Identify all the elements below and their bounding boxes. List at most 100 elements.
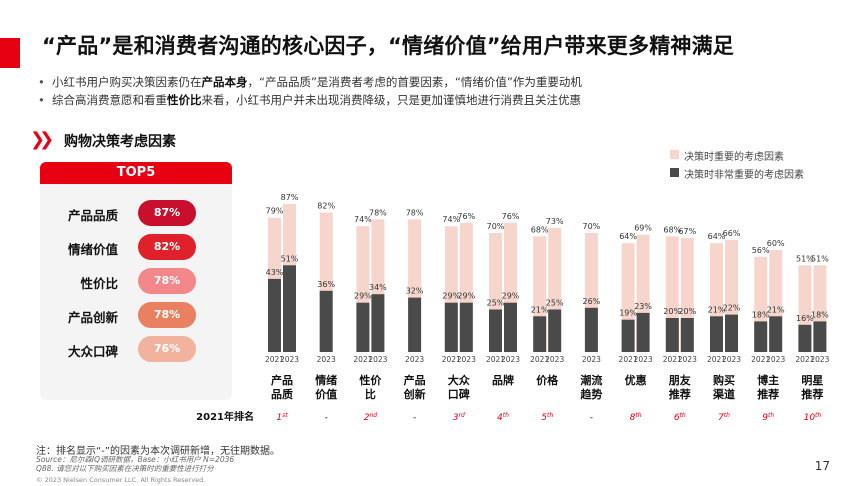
category-label: 潮流 [580, 373, 602, 387]
bullet-dot-icon: • [38, 93, 45, 107]
bullet-dot-icon: • [38, 75, 45, 89]
category-label: 大众 [448, 373, 471, 387]
bar-very-important [665, 318, 679, 352]
top5-value-4: 78% [138, 302, 196, 328]
category-label: 推荐 [669, 387, 691, 401]
bullet-1-text-a: 小红书用户购买决策因素仍在 [52, 75, 202, 89]
data-label-important: 68% [663, 225, 681, 234]
top5-label-1: 产品品质 [67, 208, 118, 223]
year-tick-label: 2023 [501, 355, 520, 364]
data-label-important: 68% [531, 225, 549, 234]
bar-very-important [408, 297, 422, 352]
data-label-important: 51% [811, 254, 829, 263]
data-label-important: 64% [708, 232, 726, 241]
year-tick-label: 2023 [722, 355, 741, 364]
year-tick-label: 2023 [582, 355, 601, 364]
bullet-1: • 小红书用户购买决策因素仍在产品本身，“产品品质”是消费者考虑的首要因素，“情绪… [38, 73, 582, 91]
bar-very-important [621, 319, 635, 352]
data-label-important: 79% [266, 207, 284, 216]
top5-value-5: 76% [138, 336, 196, 362]
data-label-important: 73% [546, 217, 564, 226]
top5-value-1: 87% [138, 200, 196, 226]
bar-very-important [769, 316, 783, 352]
data-label-very-important: 18% [811, 310, 829, 319]
year-tick-label: 2023 [810, 355, 829, 364]
year-tick-label: 2021 [663, 355, 682, 364]
bullet-2-bold: 性价比 [167, 93, 202, 107]
data-label-important: 51% [796, 254, 814, 263]
rank-label: 10th [804, 412, 822, 424]
rank-label: 4th [497, 412, 509, 424]
category-label: 价值 [315, 387, 337, 401]
bullet-1-text-b: ，“产品品质”是消费者考虑的首要因素，“情绪价值”作为重要动机 [247, 75, 582, 89]
data-label-very-important: 36% [317, 280, 335, 289]
data-label-important: 66% [723, 229, 741, 238]
top5-header: TOP5 [40, 162, 232, 184]
copyright: © 2023 Nielsen Consumer LLC. All Rights … [36, 476, 206, 484]
top5-label-4: 产品创新 [67, 310, 118, 325]
legend-label-important: 决策时重要的考虑因素 [684, 152, 784, 163]
year-tick-label: 2023 [545, 355, 564, 364]
footnote-question-line: Q88. 请您对以下购买因素在决策时的重要性进行打分 [36, 464, 214, 473]
bar-very-important [489, 309, 502, 352]
year-tick-label: 2023 [280, 355, 299, 364]
category-label: 明星 [801, 374, 823, 387]
category-label: 购买 [713, 373, 735, 387]
rank-label: 5th [541, 412, 553, 424]
category-label: 推荐 [801, 387, 823, 401]
data-label-very-important: 20% [663, 307, 681, 316]
category-label: 渠道 [713, 387, 735, 401]
category-label: 性价 [359, 373, 382, 387]
rank-label: - [325, 413, 328, 423]
bar-very-important [319, 290, 333, 352]
top5-label-2: 情绪价值 [67, 242, 118, 257]
bar-very-important [754, 321, 768, 352]
data-label-important: 70% [487, 222, 505, 231]
data-label-important: 70% [583, 222, 601, 231]
year-tick-label: 2023 [634, 355, 653, 364]
data-label-important: 76% [502, 212, 520, 221]
year-tick-label: 2023 [405, 355, 424, 364]
data-label-very-important: 25% [546, 299, 564, 308]
data-label-very-important: 18% [752, 310, 770, 319]
data-label-very-important: 22% [723, 304, 741, 313]
year-tick-label: 2023 [368, 355, 387, 364]
data-label-very-important: 20% [678, 307, 696, 316]
top5-value-3: 78% [138, 268, 196, 294]
bar-very-important [371, 294, 385, 352]
year-tick-label: 2023 [317, 355, 336, 364]
data-label-important: 78% [406, 208, 424, 217]
category-label: 情绪 [315, 373, 337, 387]
category-label: 创新 [403, 387, 426, 401]
category-label: 趋势 [580, 387, 602, 401]
rank-label: - [413, 413, 416, 423]
top5-panel [40, 162, 232, 400]
bar-very-important [504, 302, 517, 352]
category-label: 比 [365, 387, 376, 401]
data-label-very-important: 29% [502, 292, 520, 301]
year-tick-label: 2021 [442, 355, 461, 364]
bar-very-important [584, 307, 598, 352]
category-label: 品牌 [492, 373, 514, 387]
year-tick-label: 2021 [265, 355, 284, 364]
category-label: 产品 [404, 373, 426, 387]
rank-label: 1st [276, 412, 288, 424]
page-number: 17 [814, 459, 830, 473]
data-label-important: 56% [752, 246, 770, 255]
category-label: 博主 [757, 373, 779, 387]
section-title: 购物决策考虑因素 [64, 134, 176, 150]
year-tick-label: 2023 [457, 355, 476, 364]
data-label-very-important: 21% [531, 305, 549, 314]
data-label-very-important: 29% [457, 292, 475, 301]
data-label-very-important: 21% [708, 305, 726, 314]
data-label-very-important: 34% [369, 283, 387, 292]
bullet-1-bold: 产品本身 [201, 75, 248, 89]
page-title: “产品”是和消费者沟通的核心因子，“情绪价值”给用户带来更多精神满足 [42, 34, 735, 58]
category-label: 价格 [536, 373, 559, 387]
legend-label-very-important: 决策时非常重要的考虑因素 [684, 170, 804, 181]
summary-bullets: • 小红书用户购买决策因素仍在产品本身，“产品品质”是消费者考虑的首要因素，“情绪… [38, 73, 582, 109]
data-label-very-important: 43% [266, 268, 284, 277]
bar-very-important [798, 324, 812, 352]
bar-very-important [533, 316, 547, 352]
